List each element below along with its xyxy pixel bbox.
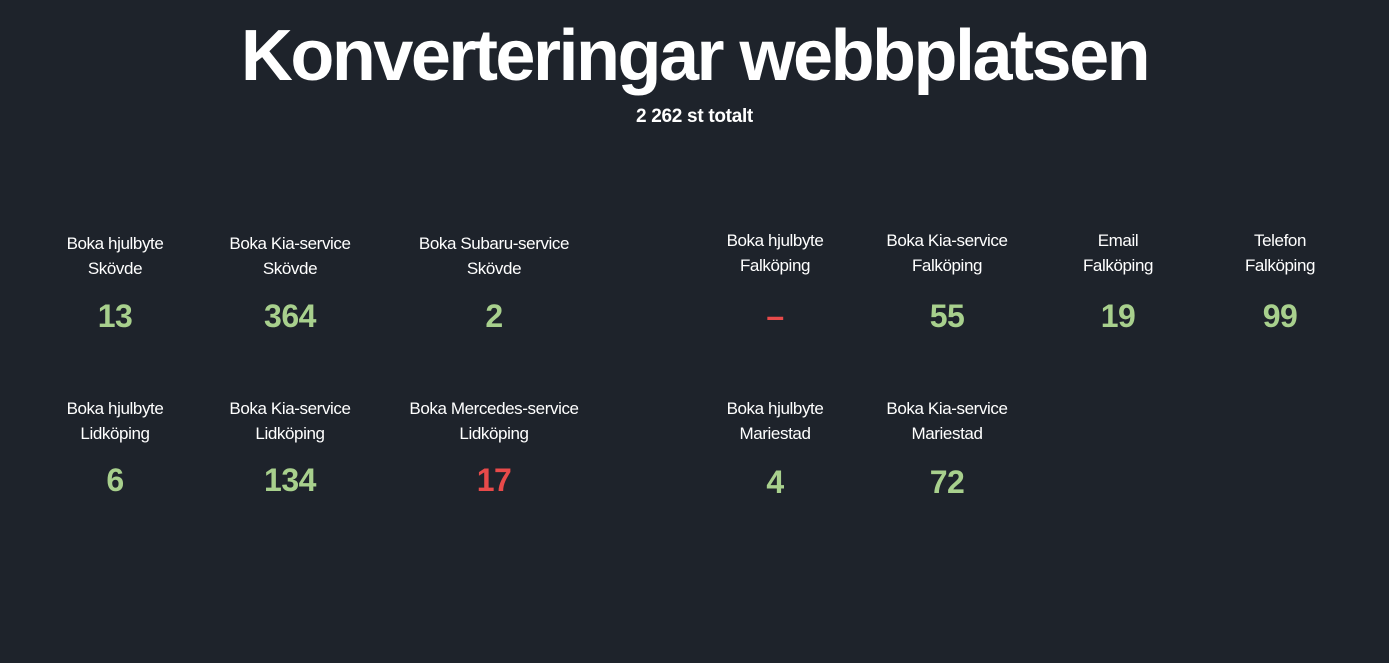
- total-conversions: 2 262 st totalt: [636, 106, 753, 127]
- kpi-value: 4: [766, 464, 784, 500]
- kpi-location: Lidköping: [80, 424, 150, 443]
- kpi-label: Boka hjulbyte: [66, 234, 164, 253]
- kpi-location: Skövde: [87, 259, 143, 278]
- kpi-location: Skövde: [262, 259, 318, 278]
- kpi-location: Falköping: [911, 256, 983, 275]
- kpi-email-falkoping: Email Falköping 19: [1018, 228, 1218, 335]
- kpi-location: Falköping: [1082, 256, 1154, 275]
- kpi-hjulbyte-skovde: Boka hjulbyte Skövde 13: [15, 231, 215, 335]
- kpi-location: Skövde: [466, 259, 522, 278]
- kpi-location: Lidköping: [255, 424, 325, 443]
- kpi-value: 2: [485, 298, 503, 334]
- kpi-label: Boka hjulbyte: [66, 399, 164, 418]
- kpi-subaru-service-skovde: Boka Subaru-service Skövde 2: [394, 231, 594, 335]
- kpi-value: 99: [1262, 298, 1298, 334]
- kpi-location: Mariestad: [739, 424, 811, 443]
- kpi-label: Boka Kia-service: [886, 399, 1008, 418]
- kpi-location: Mariestad: [911, 424, 983, 443]
- kpi-label: Email: [1097, 231, 1139, 250]
- kpi-value: 19: [1100, 298, 1136, 334]
- kpi-label: Boka Subaru-service: [418, 234, 570, 253]
- kpi-hjulbyte-mariestad: Boka hjulbyte Mariestad 4: [675, 396, 875, 501]
- kpi-label: Boka hjulbyte: [726, 231, 824, 250]
- kpi-kia-service-mariestad: Boka Kia-service Mariestad 72: [847, 396, 1047, 501]
- kpi-location: Lidköping: [459, 424, 529, 443]
- kpi-value: 6: [106, 462, 124, 498]
- kpi-label: Boka Mercedes-service: [409, 399, 579, 418]
- kpi-label: Boka Kia-service: [229, 399, 351, 418]
- kpi-label: Telefon: [1253, 231, 1307, 250]
- kpi-kia-service-lidkoping: Boka Kia-service Lidköping 134: [190, 396, 390, 499]
- kpi-value: –: [766, 298, 784, 334]
- kpi-value: 13: [97, 298, 133, 334]
- kpi-mercedes-service-lidkoping: Boka Mercedes-service Lidköping 17: [394, 396, 594, 499]
- kpi-kia-service-falkoping: Boka Kia-service Falköping 55: [847, 228, 1047, 335]
- kpi-label: Boka hjulbyte: [726, 399, 824, 418]
- page-title: Konverteringar webbplatsen: [240, 16, 1151, 96]
- kpi-telefon-falkoping: Telefon Falköping 99: [1180, 228, 1380, 335]
- kpi-location: Falköping: [739, 256, 811, 275]
- kpi-label: Boka Kia-service: [229, 234, 351, 253]
- kpi-value: 364: [264, 298, 316, 334]
- kpi-value: 17: [476, 462, 512, 498]
- kpi-label: Boka Kia-service: [886, 231, 1008, 250]
- kpi-hjulbyte-falkoping: Boka hjulbyte Falköping –: [675, 228, 875, 335]
- kpi-value: 55: [929, 298, 965, 334]
- kpi-location: Falköping: [1244, 256, 1316, 275]
- kpi-value: 134: [264, 462, 316, 498]
- kpi-kia-service-skovde: Boka Kia-service Skövde 364: [190, 231, 390, 335]
- kpi-hjulbyte-lidkoping: Boka hjulbyte Lidköping 6: [15, 396, 215, 499]
- kpi-value: 72: [929, 464, 965, 500]
